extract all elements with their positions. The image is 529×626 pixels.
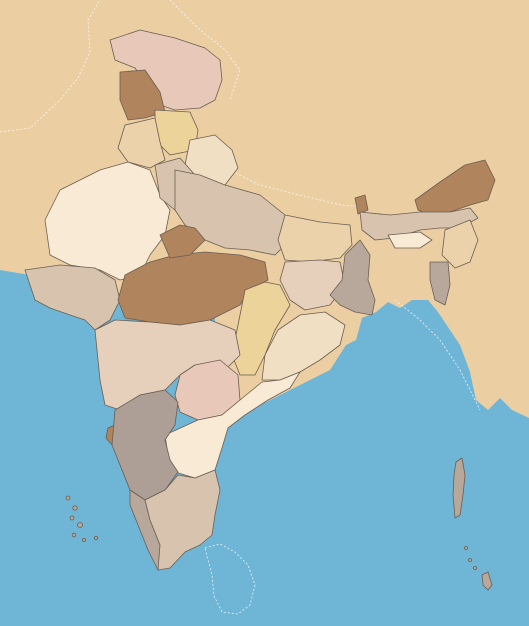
state-bihar bbox=[277, 214, 353, 263]
state-sikkim bbox=[354, 194, 369, 215]
international-border bbox=[394, 299, 481, 411]
state-mp-north bbox=[159, 224, 206, 259]
state-tripura-mizoram bbox=[429, 261, 451, 306]
nicobar-dots bbox=[464, 546, 477, 570]
lakshadweep-islands bbox=[65, 495, 99, 543]
nicobar-islands bbox=[481, 571, 493, 591]
sri-lanka-outline bbox=[204, 543, 256, 615]
state-andhra-pradesh bbox=[164, 371, 301, 479]
state-tamil-nadu bbox=[144, 469, 221, 571]
state-rajasthan bbox=[44, 161, 171, 281]
andaman-islands bbox=[452, 457, 466, 519]
international-border bbox=[0, 0, 101, 133]
international-border bbox=[169, 0, 241, 101]
state-karnataka bbox=[111, 389, 179, 501]
state-nagaland-manipur bbox=[441, 219, 479, 269]
international-border bbox=[224, 167, 359, 207]
state-west-bengal bbox=[329, 239, 376, 316]
state-odisha bbox=[261, 311, 346, 381]
state-jharkhand bbox=[279, 259, 346, 311]
state-uttar-pradesh bbox=[174, 169, 291, 256]
state-meghalaya bbox=[387, 231, 433, 249]
